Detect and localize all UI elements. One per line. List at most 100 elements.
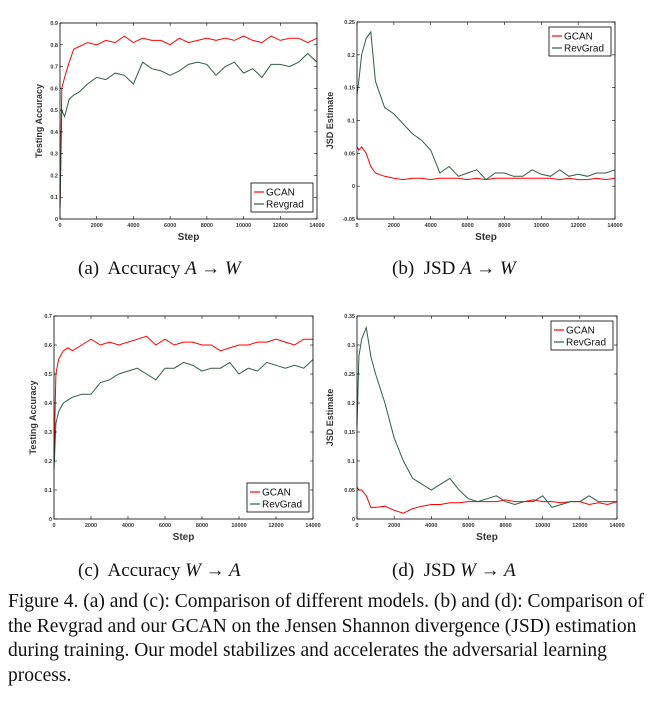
series-line-revgrad <box>356 30 616 181</box>
y-tick-label: 0.7 <box>44 314 52 320</box>
x-tick-label: 0 <box>355 523 358 529</box>
x-tick-label: 12000 <box>268 523 283 529</box>
series-line-gcan <box>53 335 313 462</box>
x-tick-label: 6000 <box>159 523 171 529</box>
x-tick-label: 12000 <box>570 223 585 229</box>
y-tick-label: 0 <box>49 517 52 523</box>
y-tick-label: 0.2 <box>44 459 52 465</box>
x-tick-label: 2000 <box>85 523 97 529</box>
x-tick-label: 10000 <box>231 523 246 529</box>
y-tick-label: 0.8 <box>50 43 58 49</box>
x-tick-label: 6000 <box>462 523 474 529</box>
x-tick-label: 4000 <box>122 523 134 529</box>
x-tick-label: 10000 <box>535 523 550 529</box>
x-tick-label: 8000 <box>498 223 510 229</box>
subcaption-label: (d) <box>392 560 415 581</box>
y-tick-label: 0.15 <box>344 86 355 92</box>
y-tick-label: 0.7 <box>50 65 58 71</box>
y-tick-label: 0.25 <box>344 372 355 378</box>
legend-label: GCAN <box>564 32 593 43</box>
x-tick-label: 6000 <box>164 223 176 229</box>
legend-box <box>246 482 310 513</box>
subcaption-text: JSD <box>423 560 456 581</box>
subcaption-d: (d) JSD W → A <box>392 560 516 582</box>
subcaption-label: (b) <box>392 258 415 279</box>
legend-box <box>548 26 612 57</box>
x-tick-label: 12000 <box>273 223 288 229</box>
legend-label: GCAN <box>262 488 291 499</box>
y-tick-label: 0.5 <box>44 372 52 378</box>
y-axis-label: JSD Estimate <box>325 389 335 447</box>
x-tick-label: 8000 <box>499 523 511 529</box>
x-tick-label: 14000 <box>305 523 320 529</box>
series-line-gcan <box>59 35 318 209</box>
subcaption-math: W → A <box>460 560 516 581</box>
series-line-gcan <box>356 486 618 514</box>
x-tick-label: 2000 <box>388 523 400 529</box>
y-tick-label: 0 <box>55 217 58 223</box>
legend-box <box>550 320 614 351</box>
chart-d: 0 2000 4000 6000 8000 10000 12000 14000 0 0.05 0.1… <box>325 314 625 543</box>
y-tick-label: 0 <box>352 517 355 523</box>
legend-box <box>250 182 314 213</box>
legend-label: RevGrad <box>262 500 302 511</box>
y-axis-label: Testing Accuracy <box>34 84 44 158</box>
subcaption-b: (b) JSD A → W <box>392 258 516 280</box>
series-line-revgrad <box>59 52 318 209</box>
subcaption-math: W → A <box>185 560 241 581</box>
y-tick-label: 0.6 <box>44 343 52 349</box>
legend-label: GCAN <box>266 188 295 199</box>
legend-label: GCAN <box>566 326 595 337</box>
chart-c: 0 2000 4000 6000 8000 10000 12000 14000 0 0.1 0.2 0… <box>28 314 321 543</box>
y-tick-label: 0.3 <box>50 152 58 158</box>
x-tick-label: 8000 <box>201 223 213 229</box>
x-tick-label: 0 <box>355 223 358 229</box>
subcaption-text: JSD <box>423 258 456 279</box>
x-axis-label: Step <box>178 232 200 243</box>
figure-charts: 0 2000 4000 6000 8000 10000 12000 14000 0 0.1 0.2 0… <box>28 20 625 543</box>
chart-a: 0 2000 4000 6000 8000 10000 12000 14000 0 0.1 0.2 0… <box>34 21 325 243</box>
y-tick-label: 0.05 <box>344 488 355 494</box>
subcaption-text: Accuracy <box>107 560 181 581</box>
x-tick-label: 0 <box>58 223 61 229</box>
plot-frame <box>53 315 314 520</box>
x-tick-label: 14000 <box>609 523 624 529</box>
subcaption-label: (a) <box>78 258 100 279</box>
y-tick-label: 0.05 <box>344 151 355 157</box>
series-line-revgrad <box>356 325 617 508</box>
subcaption-label: (c) <box>78 560 100 581</box>
legend-label: RevGrad <box>564 44 604 55</box>
y-tick-label: 0.1 <box>347 459 355 465</box>
series-line-gcan <box>356 145 616 181</box>
x-tick-label: 0 <box>52 523 55 529</box>
y-tick-label: 0.6 <box>50 86 58 92</box>
y-axis-label: JSD Estimate <box>325 92 335 150</box>
legend-label: Revgrad <box>266 200 304 211</box>
x-tick-label: 4000 <box>127 223 139 229</box>
x-tick-label: 10000 <box>534 223 549 229</box>
y-axis-label: Testing Accuracy <box>28 380 38 454</box>
subcaption-math: A → W <box>185 258 241 279</box>
y-tick-label: 0.9 <box>50 21 58 27</box>
y-tick-label: 0.4 <box>44 401 53 407</box>
y-tick-label: 0.25 <box>344 20 355 26</box>
x-tick-label: 8000 <box>196 523 208 529</box>
x-tick-label: 14000 <box>309 223 324 229</box>
y-tick-label: 0.3 <box>44 430 52 436</box>
x-axis-label: Step <box>476 532 498 543</box>
x-tick-label: 12000 <box>572 523 587 529</box>
x-axis-label: Step <box>173 532 195 543</box>
plot-frame <box>356 315 618 520</box>
subcaption-text: Accuracy <box>107 258 181 279</box>
y-tick-label: 0 <box>352 184 355 190</box>
y-tick-label: 0.1 <box>347 119 355 125</box>
x-tick-label: 14000 <box>607 223 622 229</box>
y-tick-label: 0.2 <box>347 53 355 59</box>
x-tick-label: 6000 <box>461 223 473 229</box>
subcaption-math: A → W <box>460 258 516 279</box>
y-tick-label: 0.15 <box>344 430 355 436</box>
y-tick-label: 0.35 <box>344 314 355 320</box>
